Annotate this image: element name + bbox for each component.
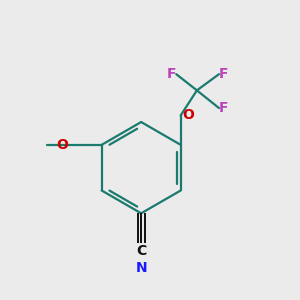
Text: O: O (56, 138, 68, 152)
Text: N: N (135, 261, 147, 275)
Text: O: O (182, 108, 194, 122)
Text: F: F (167, 67, 176, 81)
Text: F: F (219, 101, 229, 115)
Text: C: C (136, 244, 146, 258)
Text: F: F (219, 67, 229, 81)
